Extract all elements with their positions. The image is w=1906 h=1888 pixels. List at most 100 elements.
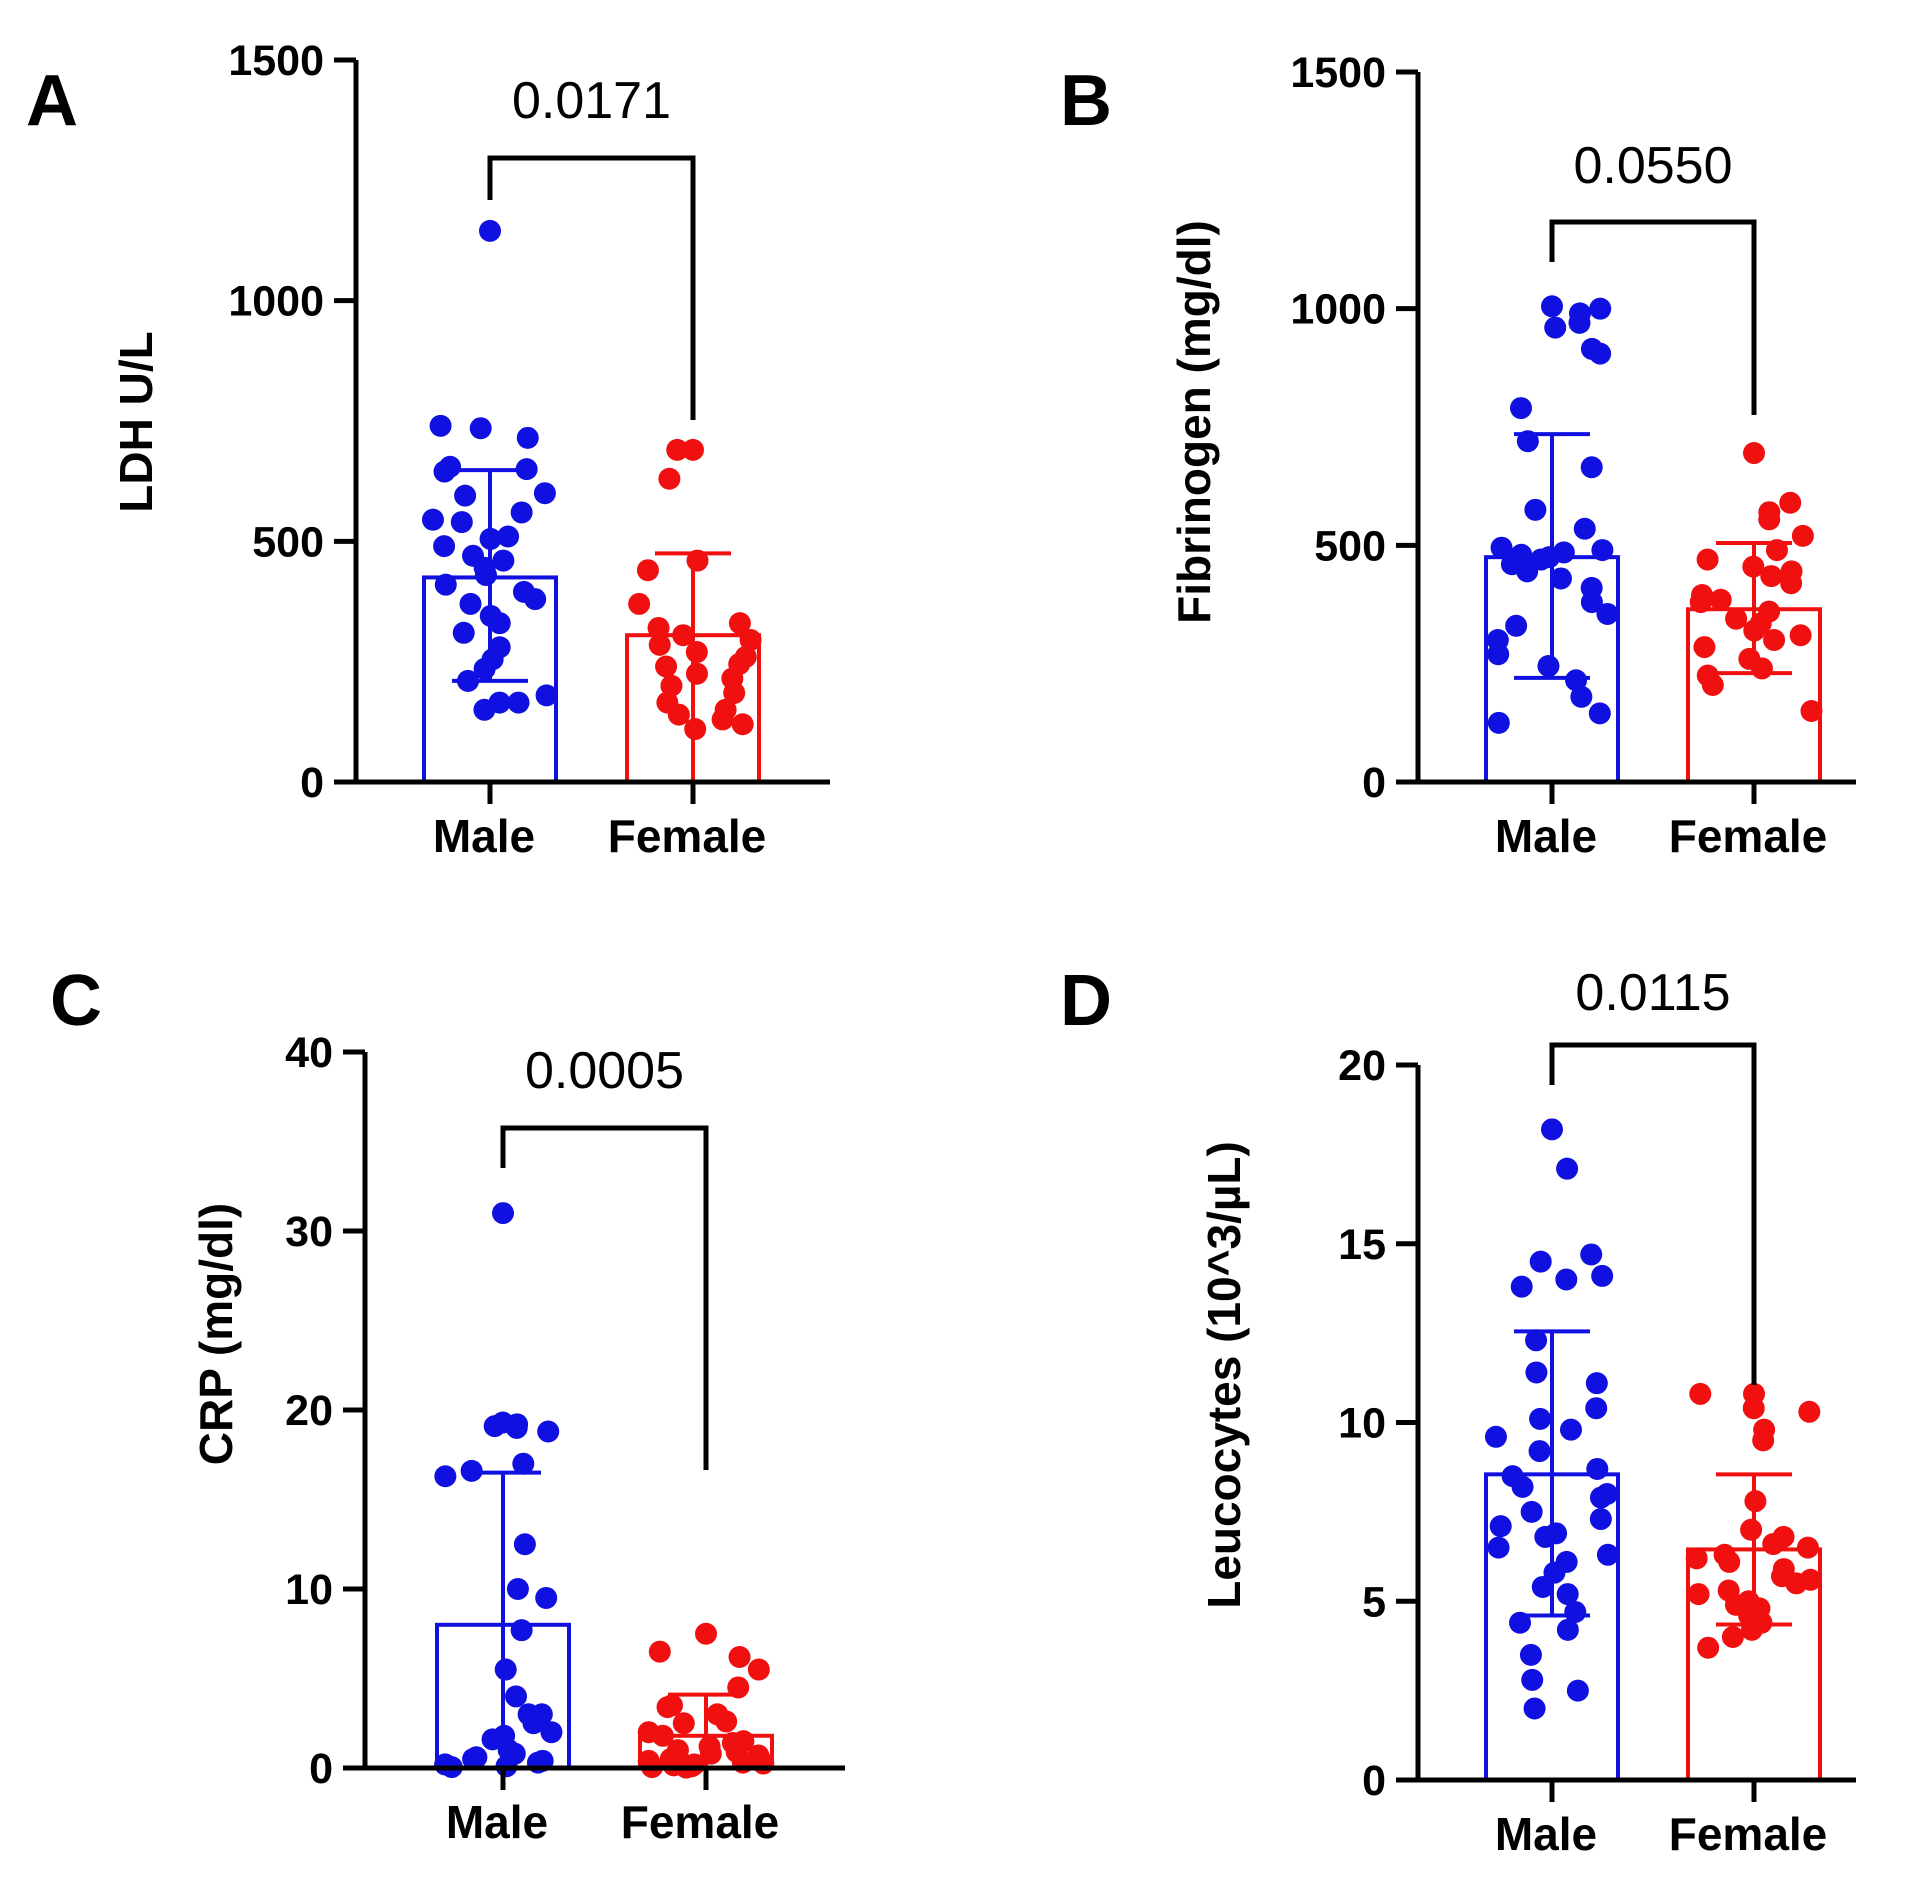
data-point — [481, 1728, 504, 1751]
data-point — [434, 573, 457, 596]
data-point — [1524, 498, 1547, 521]
x-tick-label: Male — [433, 810, 535, 862]
data-point — [1758, 508, 1781, 531]
data-point — [1521, 1668, 1544, 1691]
y-axis-title: CRP (mg/dl) — [190, 1203, 242, 1465]
panel-letter: D — [1060, 961, 1112, 1041]
data-point — [1742, 1397, 1765, 1420]
data-point — [512, 1452, 535, 1475]
panel-C: C CRP (mg/dl) 0 10 20 30 40 Male Female 0.0005 — [50, 961, 845, 1848]
data-point — [651, 1724, 674, 1747]
data-point — [497, 525, 520, 548]
data-point — [492, 1202, 514, 1225]
data-point — [658, 467, 681, 490]
data-point — [1762, 1533, 1785, 1556]
data-point — [685, 662, 708, 685]
data-point — [699, 1742, 722, 1765]
data-point — [516, 426, 539, 449]
data-point — [1555, 1268, 1578, 1291]
data-point — [1743, 619, 1766, 642]
p-value-label: 0.0171 — [512, 72, 671, 130]
y-tick-label: 1500 — [1290, 49, 1386, 97]
data-point — [1596, 1543, 1619, 1566]
y-tick-label: 1500 — [228, 37, 324, 85]
data-point — [1487, 643, 1510, 666]
data-point — [1541, 295, 1563, 318]
data-point — [483, 1415, 506, 1438]
data-point — [1763, 629, 1786, 651]
panel-letter: A — [26, 61, 78, 141]
data-point — [1580, 456, 1603, 479]
data-point — [686, 549, 709, 572]
data-point — [1525, 1329, 1548, 1352]
data-point — [1780, 572, 1803, 595]
data-point — [715, 1710, 738, 1733]
data-point — [1534, 1525, 1557, 1548]
data-point — [672, 624, 695, 647]
data-point — [540, 1721, 563, 1744]
data-point — [1791, 524, 1814, 547]
plot-area: 0 500 1000 1500 Male Female — [1290, 49, 1856, 862]
data-point — [513, 1533, 536, 1556]
data-point — [666, 438, 689, 461]
data-point — [728, 1646, 751, 1669]
y-tick-label: 10 — [285, 1566, 333, 1614]
x-tick-label: Male — [1495, 1808, 1597, 1860]
data-point — [1752, 1429, 1775, 1452]
data-point — [535, 1586, 558, 1609]
data-point — [454, 484, 477, 507]
x-tick-label: Female — [621, 1796, 780, 1848]
data-point — [479, 527, 502, 550]
data-point — [1516, 560, 1539, 583]
data-point — [515, 458, 538, 481]
plot-area: 0 5 10 15 20 Male Female — [1338, 1042, 1856, 1860]
data-point — [1525, 1361, 1548, 1384]
data-point — [522, 1712, 545, 1735]
data-point — [1589, 1486, 1612, 1509]
y-axis-title: Fibrinogen (mg/dl) — [1168, 220, 1220, 624]
data-point — [469, 417, 492, 440]
data-point — [1516, 430, 1539, 453]
data-point — [533, 482, 556, 505]
data-point — [1585, 1397, 1608, 1420]
data-point — [1740, 1518, 1763, 1541]
data-point — [1588, 702, 1611, 725]
data-point — [1570, 685, 1593, 708]
significance-bracket — [487, 155, 696, 420]
data-point — [434, 1465, 457, 1488]
data-point — [728, 612, 751, 635]
panel-D: D Leucocytes (10^3/µL) 0 5 10 15 20 Male Femal… — [1060, 961, 1856, 1860]
x-tick-label: Female — [1669, 1808, 1828, 1860]
data-point — [1689, 591, 1712, 614]
data-point — [473, 698, 496, 721]
data-point — [1701, 673, 1724, 696]
significance-bracket — [1549, 219, 1757, 415]
data-point — [421, 508, 444, 531]
data-point — [433, 535, 456, 558]
data-point — [1489, 1515, 1512, 1538]
y-tick-label: 0 — [1362, 759, 1386, 807]
data-point — [656, 1696, 679, 1719]
data-point — [1725, 607, 1748, 630]
data-point — [1568, 311, 1591, 334]
y-tick-label: 5 — [1362, 1578, 1386, 1626]
data-point — [524, 588, 547, 611]
data-point — [1589, 342, 1612, 365]
p-value-label: 0.0115 — [1575, 964, 1730, 1022]
data-point — [479, 219, 501, 242]
data-point — [1505, 614, 1528, 637]
data-point — [1591, 1264, 1614, 1287]
y-tick-label: 0 — [300, 759, 324, 807]
data-point — [462, 1748, 485, 1771]
data-point — [1585, 1372, 1608, 1395]
data-point — [1511, 1475, 1534, 1498]
data-point — [1718, 1550, 1741, 1573]
data-point — [1537, 655, 1560, 678]
data-point — [1721, 1626, 1744, 1648]
data-point — [648, 633, 671, 656]
data-point — [628, 592, 651, 615]
data-point — [1697, 1636, 1720, 1659]
y-tick-label: 1000 — [1290, 286, 1386, 334]
data-point — [667, 703, 690, 726]
